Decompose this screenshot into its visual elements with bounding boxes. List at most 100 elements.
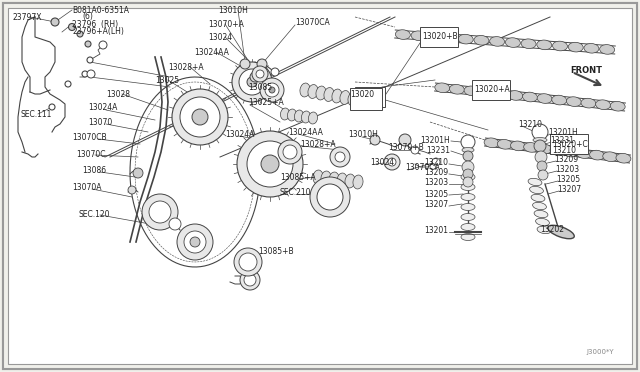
Ellipse shape <box>461 193 475 201</box>
Text: 13202: 13202 <box>540 224 564 234</box>
Ellipse shape <box>600 45 614 54</box>
Circle shape <box>99 41 107 49</box>
Ellipse shape <box>616 153 631 163</box>
Ellipse shape <box>474 35 489 45</box>
Text: 13210: 13210 <box>424 157 448 167</box>
Text: 23796+A(LH): 23796+A(LH) <box>72 26 124 35</box>
Ellipse shape <box>442 33 458 43</box>
Text: 13201H: 13201H <box>420 135 450 144</box>
Text: 13010H: 13010H <box>218 6 248 15</box>
Circle shape <box>335 152 345 162</box>
Ellipse shape <box>316 86 326 100</box>
Text: 13210: 13210 <box>552 145 576 154</box>
Circle shape <box>65 81 71 87</box>
Bar <box>355 87 385 107</box>
Ellipse shape <box>536 218 549 226</box>
Text: 13070: 13070 <box>88 118 112 126</box>
Text: 23797X: 23797X <box>12 13 42 22</box>
Ellipse shape <box>464 86 479 96</box>
Ellipse shape <box>566 97 581 106</box>
Ellipse shape <box>532 202 547 210</box>
Circle shape <box>532 124 548 140</box>
Ellipse shape <box>548 225 574 239</box>
Ellipse shape <box>300 83 310 97</box>
Ellipse shape <box>497 140 512 149</box>
Ellipse shape <box>479 87 493 97</box>
Ellipse shape <box>308 112 317 124</box>
Circle shape <box>85 41 91 47</box>
Circle shape <box>250 72 260 82</box>
Circle shape <box>180 97 220 137</box>
Ellipse shape <box>294 110 303 122</box>
Text: FRONT: FRONT <box>570 65 602 74</box>
Text: 13207: 13207 <box>557 185 581 193</box>
Bar <box>350 88 382 110</box>
Circle shape <box>463 151 473 161</box>
Circle shape <box>537 161 547 171</box>
Text: 13028: 13028 <box>106 90 130 99</box>
Ellipse shape <box>511 141 525 151</box>
Circle shape <box>87 57 93 63</box>
Text: 13085+A: 13085+A <box>280 173 316 182</box>
Text: (6): (6) <box>82 12 93 20</box>
Circle shape <box>252 66 268 82</box>
Ellipse shape <box>531 194 545 202</box>
Circle shape <box>49 104 55 110</box>
Text: SEC.111: SEC.111 <box>20 109 51 119</box>
Ellipse shape <box>589 150 605 160</box>
Circle shape <box>535 151 547 163</box>
Text: 13205: 13205 <box>424 189 448 199</box>
Ellipse shape <box>537 226 551 234</box>
Ellipse shape <box>563 147 578 157</box>
Text: 13085: 13085 <box>248 83 272 92</box>
Ellipse shape <box>461 173 475 180</box>
Ellipse shape <box>552 95 566 105</box>
Ellipse shape <box>528 178 542 186</box>
Circle shape <box>278 140 302 164</box>
Circle shape <box>534 140 546 152</box>
Text: 13203: 13203 <box>424 177 448 186</box>
Ellipse shape <box>534 210 548 218</box>
Bar <box>420 27 458 47</box>
Ellipse shape <box>490 36 504 46</box>
Circle shape <box>87 70 95 78</box>
Text: 13231: 13231 <box>426 145 450 154</box>
Text: 13070CA: 13070CA <box>295 17 330 26</box>
Text: 13020+A: 13020+A <box>474 84 509 93</box>
Circle shape <box>149 201 171 223</box>
Ellipse shape <box>287 109 296 121</box>
Text: 13070CB: 13070CB <box>72 132 107 141</box>
Text: 13201H: 13201H <box>548 128 578 137</box>
Text: J3000*Y: J3000*Y <box>586 349 614 355</box>
Circle shape <box>317 184 343 210</box>
Text: 13207: 13207 <box>424 199 448 208</box>
Ellipse shape <box>610 102 625 111</box>
Ellipse shape <box>461 224 475 231</box>
Ellipse shape <box>458 34 473 44</box>
Circle shape <box>261 155 279 173</box>
Text: 13010H: 13010H <box>348 129 378 138</box>
Circle shape <box>463 169 473 179</box>
Ellipse shape <box>568 42 583 52</box>
Ellipse shape <box>584 44 599 53</box>
Ellipse shape <box>521 39 536 48</box>
Circle shape <box>128 186 136 194</box>
Bar <box>550 134 588 154</box>
Circle shape <box>370 135 380 145</box>
Text: 13020: 13020 <box>350 90 374 99</box>
Circle shape <box>461 135 475 149</box>
Circle shape <box>169 218 181 230</box>
Circle shape <box>257 59 267 69</box>
Ellipse shape <box>577 149 591 158</box>
Circle shape <box>51 18 59 26</box>
Ellipse shape <box>280 108 289 120</box>
Ellipse shape <box>411 31 426 41</box>
Text: 13210: 13210 <box>518 119 542 128</box>
Text: 13085+B: 13085+B <box>258 247 294 257</box>
Ellipse shape <box>461 234 475 241</box>
Text: 13203: 13203 <box>555 164 579 173</box>
Text: 13024AA: 13024AA <box>194 48 229 57</box>
Ellipse shape <box>449 84 465 94</box>
Circle shape <box>462 161 474 173</box>
Bar <box>472 80 510 100</box>
